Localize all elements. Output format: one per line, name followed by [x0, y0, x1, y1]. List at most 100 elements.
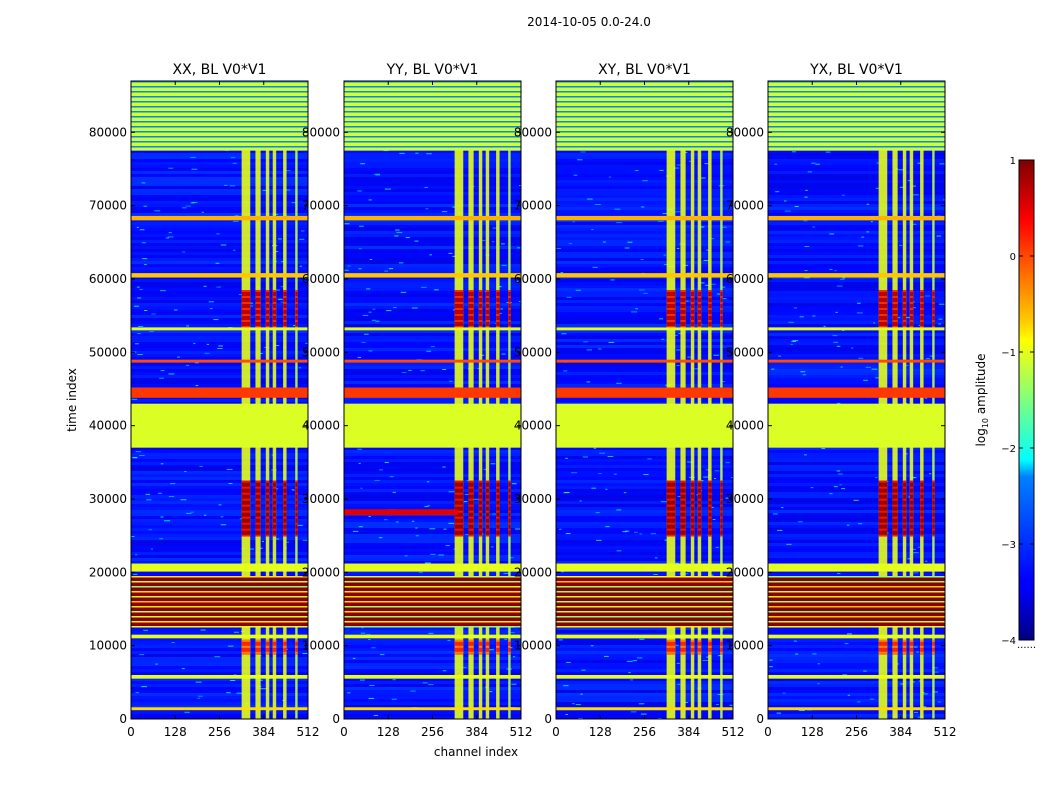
noise-speck	[583, 341, 589, 343]
time-band	[131, 273, 308, 278]
rfi-block-stripe	[666, 486, 676, 489]
noise-row	[131, 648, 308, 651]
colorbar-tick-label: −3	[1001, 540, 1016, 551]
noise-row	[344, 384, 521, 387]
rfi-block-stripe	[283, 326, 287, 328]
noise-row	[556, 246, 733, 249]
noise-row	[768, 288, 945, 291]
rfi-block-stripe	[241, 290, 251, 292]
noise-row	[768, 450, 945, 453]
noise-row	[131, 690, 308, 693]
noise-speck	[160, 290, 166, 292]
noise-speck	[804, 245, 810, 247]
colorbar-label-sub: 10	[981, 418, 990, 428]
noise-row	[344, 291, 521, 294]
noise-row	[131, 330, 308, 333]
time-band-stripe	[768, 581, 945, 583]
noise-row	[768, 306, 945, 309]
noise-speck	[729, 704, 733, 706]
rfi-block-stripe	[690, 639, 695, 642]
time-band-stripe	[344, 111, 521, 113]
time-band-stripe	[768, 126, 945, 128]
noise-speck	[357, 190, 362, 192]
noise-speck	[836, 285, 843, 287]
noise-row	[768, 543, 945, 546]
noise-speck	[296, 524, 303, 526]
rfi-block-stripe	[878, 326, 888, 328]
noise-row	[131, 318, 308, 321]
rfi-block-stripe	[454, 296, 464, 298]
noise-speck	[193, 342, 196, 344]
noise-speck	[838, 473, 843, 475]
noise-row	[556, 630, 733, 633]
noise-speck	[411, 307, 418, 309]
noise-row	[556, 162, 733, 165]
noise-speck	[575, 704, 581, 706]
noise-row	[344, 552, 521, 555]
noise-speck	[677, 496, 682, 498]
noise-speck	[167, 236, 174, 238]
noise-speck	[565, 713, 569, 715]
noise-speck	[710, 283, 716, 285]
rfi-block-stripe	[478, 320, 483, 322]
noise-row	[768, 492, 945, 495]
noise-speck	[703, 476, 709, 478]
time-band	[768, 675, 945, 679]
rfi-block-stripe	[892, 498, 898, 501]
noise-speck	[721, 381, 725, 383]
noise-speck	[357, 356, 362, 358]
noise-row	[131, 627, 308, 630]
noise-row	[131, 282, 308, 285]
noise-speck	[368, 350, 373, 352]
noise-speck	[683, 300, 689, 302]
noise-row	[768, 348, 945, 351]
time-band-stripe	[344, 621, 521, 623]
noise-speck	[368, 311, 372, 313]
noise-speck	[805, 189, 808, 191]
noise-speck	[191, 201, 198, 203]
rfi-block-stripe	[496, 639, 500, 642]
noise-speck	[591, 487, 597, 489]
time-band-stripe	[131, 586, 308, 588]
noise-row	[131, 543, 308, 546]
noise-speck	[586, 349, 592, 351]
noise-speck	[716, 293, 721, 295]
noise-row	[131, 300, 308, 303]
noise-speck	[230, 680, 236, 682]
noise-speck	[842, 674, 848, 676]
noise-speck	[358, 462, 361, 464]
rfi-block-stripe	[478, 639, 483, 642]
noise-speck	[135, 343, 139, 345]
noise-row	[768, 198, 945, 201]
rfi-block-stripe	[272, 639, 277, 642]
noise-speck	[575, 289, 581, 291]
noise-speck	[194, 362, 199, 364]
noise-speck	[302, 652, 308, 654]
noise-speck	[684, 151, 688, 153]
noise-speck	[703, 259, 709, 261]
rfi-block-stripe	[295, 326, 298, 328]
noise-speck	[424, 506, 429, 508]
y-tick-label: 30000	[302, 492, 340, 506]
noise-speck	[399, 152, 405, 154]
noise-row	[131, 513, 308, 516]
time-band-stripe	[556, 601, 733, 603]
rfi-block	[697, 480, 702, 536]
noise-speck	[267, 710, 272, 712]
rfi-block-stripe	[697, 492, 702, 495]
rfi-block-stripe	[295, 314, 298, 316]
noise-speck	[131, 398, 138, 400]
rfi-block-stripe	[508, 510, 511, 513]
noise-speck	[917, 162, 923, 164]
noise-row	[556, 255, 733, 258]
y-tick-label: 10000	[514, 639, 552, 653]
x-tick-label: 128	[589, 725, 612, 739]
noise-row	[768, 498, 945, 501]
noise-speck	[714, 470, 720, 472]
rfi-block-stripe	[478, 528, 483, 531]
noise-row	[556, 489, 733, 492]
time-band	[131, 634, 308, 639]
rfi-channel-column	[478, 81, 483, 719]
rfi-block-stripe	[272, 645, 277, 648]
noise-speck	[571, 472, 577, 474]
